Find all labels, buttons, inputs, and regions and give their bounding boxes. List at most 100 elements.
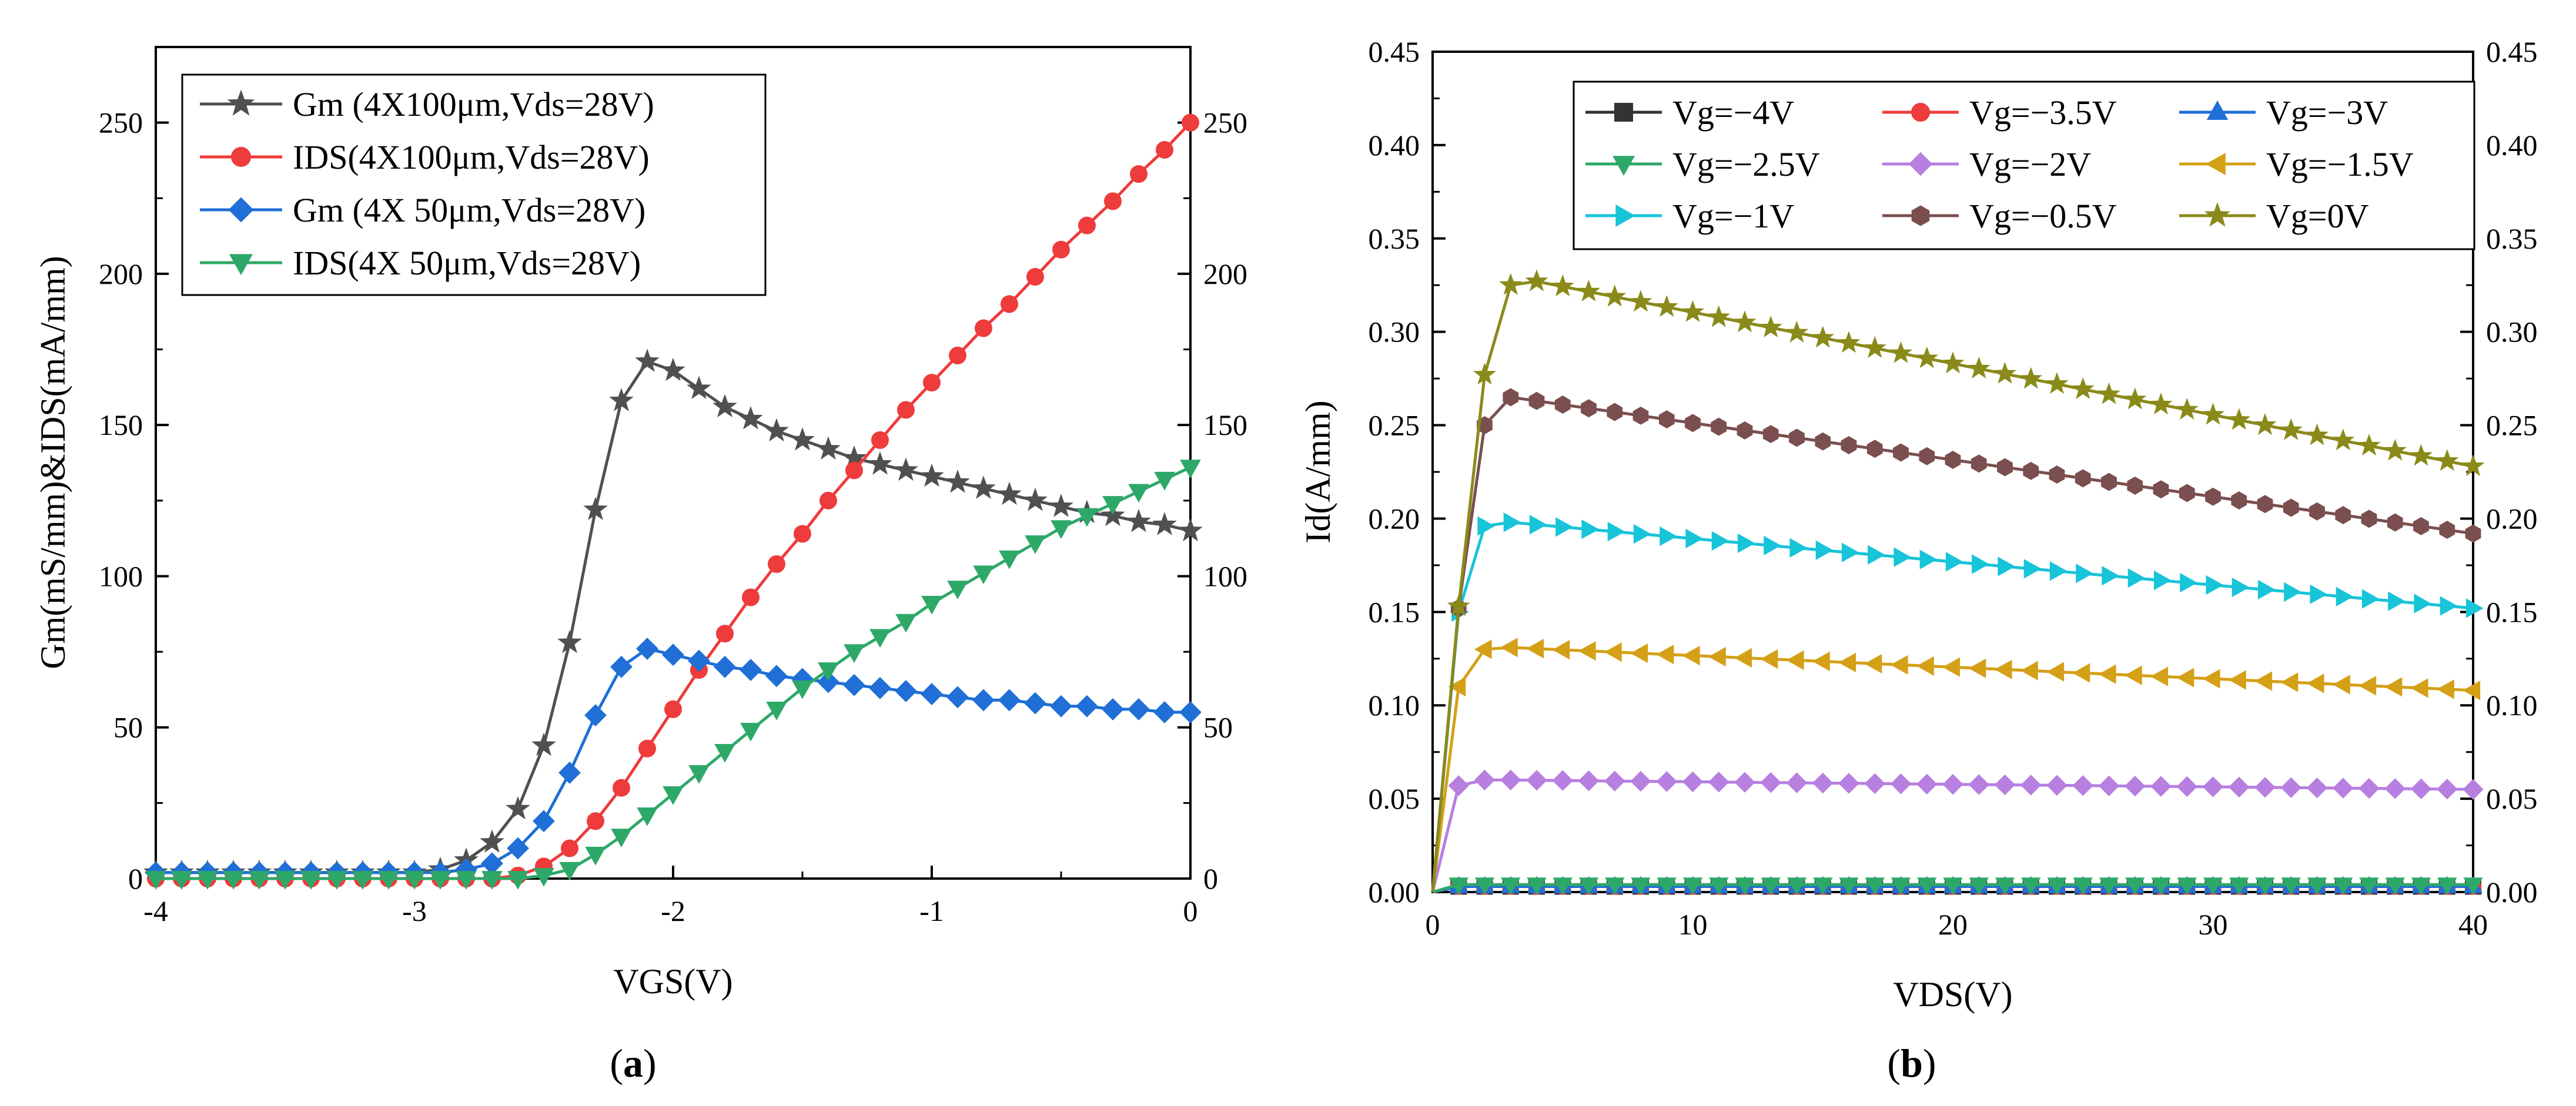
y-axis-title-a: Gm(mS/mm)&IDS(mA/mm) (34, 256, 72, 669)
data-point (2307, 877, 2327, 895)
legend-swatch-marker (1612, 156, 1635, 176)
legend-label: Gm (4X 50μm,Vds=28V) (293, 191, 645, 229)
data-point (1919, 447, 1935, 465)
data-point (613, 779, 630, 797)
data-point (1128, 484, 1149, 503)
legend-label: Vg=−4V (1672, 93, 1794, 132)
data-point (2257, 579, 2276, 600)
data-point (1578, 770, 1600, 792)
data-point (1839, 877, 1859, 895)
series-group-a (143, 113, 1203, 890)
data-point (1709, 877, 1729, 895)
legend-swatch-marker (2205, 153, 2226, 176)
data-point (507, 871, 528, 890)
data-point (583, 497, 608, 520)
data-point (2333, 877, 2353, 895)
y-right-tick-label: 100 (1203, 559, 1247, 592)
data-point (1474, 639, 1492, 659)
data-point (1708, 772, 1729, 793)
data-point (1760, 649, 1778, 669)
data-point (1735, 877, 1755, 895)
data-point (972, 689, 995, 712)
data-point (714, 744, 735, 763)
data-point (2387, 513, 2403, 532)
y-right-tick-label: 0.20 (2486, 502, 2538, 535)
data-point (1078, 216, 1096, 234)
data-point (585, 846, 606, 866)
data-point (2254, 777, 2276, 798)
data-point (2125, 775, 2146, 797)
data-point (1811, 326, 1835, 348)
panel-label-b: (b) (1887, 1041, 1936, 1085)
data-point (819, 491, 837, 510)
data-point (895, 614, 916, 633)
data-point (2333, 777, 2354, 799)
x-tick-label: 30 (2199, 908, 2228, 941)
data-point (223, 871, 244, 890)
data-point (481, 852, 503, 875)
data-point (1607, 521, 1625, 542)
data-point (2361, 589, 2380, 609)
data-point (2306, 673, 2324, 693)
data-point (687, 376, 711, 400)
data-point (843, 673, 865, 696)
legend-entry-3: Gm (4X 50μm,Vds=28V) (200, 191, 645, 229)
data-point (1681, 300, 1705, 322)
data-point (1477, 416, 1493, 435)
data-point (1024, 692, 1046, 715)
data-point (2046, 775, 2068, 796)
y-tick-label: 0.05 (1369, 782, 1420, 815)
data-point (531, 732, 556, 756)
data-point (1838, 652, 1856, 673)
x-tick-label: -1 (919, 894, 944, 927)
data-point (997, 481, 1022, 505)
data-point (1076, 508, 1098, 527)
legend-label: Vg=−1.5V (2266, 145, 2414, 183)
data-point (2357, 434, 2381, 456)
data-point (2358, 676, 2377, 696)
axis-ticks-b: 0 10 20 30 400.00 0.000.05 0.050.10 0.100.15 0.1… (1369, 35, 2538, 941)
data-point (2255, 877, 2275, 895)
legend-swatch-marker (1614, 103, 1633, 122)
data-point (971, 475, 996, 499)
data-point (1607, 403, 1623, 421)
y-right-tick-label: 0.00 (2486, 876, 2538, 909)
legend-entry-2: IDS(4X100μm,Vds=28V) (200, 138, 650, 176)
data-point (2177, 877, 2197, 895)
data-point (2071, 377, 2095, 400)
data-point (2073, 877, 2093, 895)
data-point (1868, 545, 1885, 565)
data-point (1682, 877, 1703, 895)
data-point (1815, 432, 1831, 451)
data-point (2179, 484, 2195, 502)
data-point (2463, 779, 2484, 800)
data-point (2076, 564, 2093, 584)
data-point (1551, 274, 1574, 297)
x-tick-label: 20 (1938, 908, 1968, 941)
x-tick-label: -2 (661, 894, 685, 927)
legend-label: Gm (4X100μm,Vds=28V) (293, 85, 654, 123)
data-point (1128, 698, 1150, 720)
data-point (2436, 449, 2459, 471)
data-point (636, 637, 658, 660)
legend-swatch-marker (1908, 152, 1933, 176)
legend-entry-1: Vg=−4V (1585, 93, 1794, 132)
y-right-tick-label: 150 (1203, 408, 1247, 441)
data-point (2153, 480, 2169, 499)
data-point (2279, 418, 2303, 440)
data-point (1917, 877, 1937, 895)
legend-entry-9: Vg=0V (2179, 197, 2369, 235)
data-point (1972, 554, 1989, 574)
panel-label-a-letter: a (623, 1041, 643, 1085)
series-line (156, 647, 1190, 874)
data-point (2414, 594, 2432, 614)
data-point (2020, 775, 2042, 796)
data-point (1815, 540, 1834, 560)
data-point (1997, 458, 2013, 477)
x-tick-label: 0 (1426, 908, 1440, 941)
legend-label: Vg=0V (2266, 197, 2369, 235)
data-point (1813, 877, 1833, 895)
data-point (663, 786, 684, 805)
data-point (559, 862, 580, 881)
